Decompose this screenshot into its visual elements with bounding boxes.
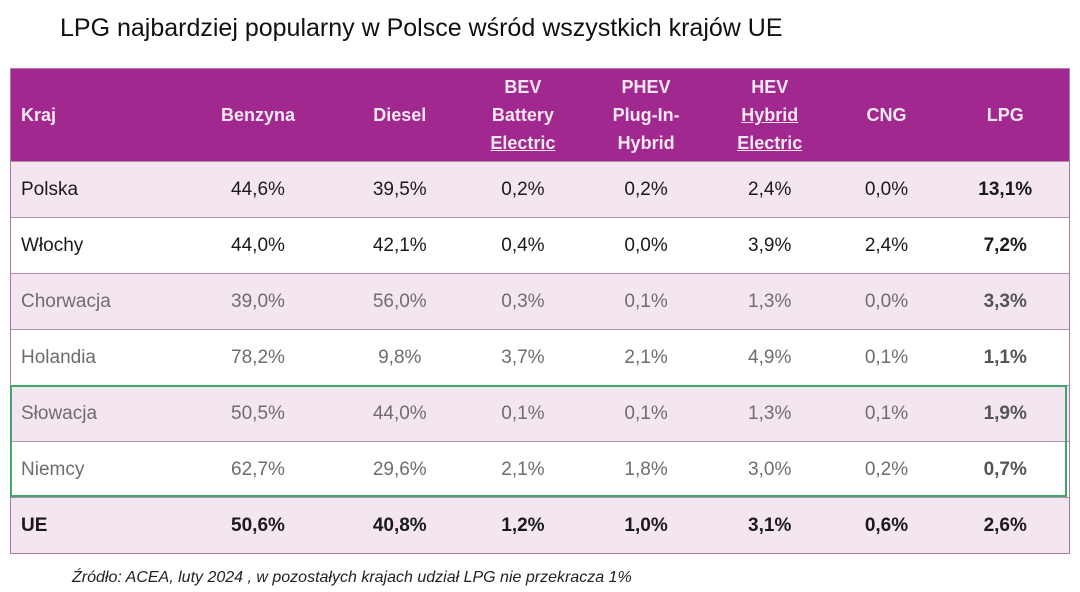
column-header: Benzyna: [178, 101, 338, 129]
column-header: Diesel: [338, 101, 462, 129]
value-cell: 3,0%: [748, 458, 792, 480]
country-cell: Słowacja: [21, 402, 98, 424]
table-row: UE 50,6% 40,8% 1,2% 1,0% 3,1% 0,6% 2,6%: [11, 497, 1069, 553]
country-cell: UE: [21, 514, 48, 536]
value-cell: 1,3%: [748, 402, 792, 424]
value-cell: 44,0%: [231, 234, 285, 256]
value-cell: 0,1%: [864, 346, 909, 368]
value-cell: 3,3%: [983, 290, 1027, 312]
column-header-line: Benzyna: [220, 105, 295, 125]
value-cell: 0,2%: [501, 178, 545, 200]
header-row: Kraj Benzyna Diesel BEV Battery Electric PHEV P…: [11, 69, 1069, 161]
value-cell: 0,1%: [624, 402, 668, 424]
source-note: Źródło: ACEA, luty 2024 , w pozostałych …: [72, 569, 632, 586]
value-cell: 13,1%: [978, 178, 1033, 200]
value-cell: 62,7%: [231, 458, 285, 480]
column-header-line: Hybrid: [617, 133, 675, 153]
value-cell: 2,1%: [624, 346, 668, 368]
value-cell: 50,5%: [231, 402, 285, 424]
table-row: Holandia 78,2% 9,8% 3,7% 2,1% 4,9% 0,1% 1,1%: [11, 329, 1069, 385]
column-header: LPG: [941, 101, 1069, 129]
column-header-line: Diesel: [373, 105, 427, 125]
value-cell: 1,3%: [748, 290, 792, 312]
column-header-line: Electric: [737, 133, 803, 153]
value-cell: 4,9%: [748, 346, 792, 368]
value-cell: 0,2%: [864, 458, 909, 480]
value-cell: 0,0%: [624, 234, 668, 256]
column-header: BEV Battery Electric: [462, 73, 585, 157]
value-cell: 0,1%: [501, 402, 545, 424]
value-cell: 0,7%: [983, 458, 1027, 480]
value-cell: 42,1%: [372, 234, 427, 256]
value-cell: 39,0%: [231, 290, 285, 312]
column-header-line: Electric: [490, 133, 556, 153]
column-header-line: Battery: [491, 105, 554, 125]
value-cell: 40,8%: [372, 514, 427, 536]
value-cell: 0,4%: [501, 234, 545, 256]
column-header-line: Kraj: [21, 105, 57, 125]
column-header-line: Plug-In-: [612, 105, 680, 125]
value-cell: 44,0%: [372, 402, 427, 424]
value-cell: 1,1%: [983, 346, 1027, 368]
table-row: Włochy 44,0% 42,1% 0,4% 0,0% 3,9% 2,4% 7,2%: [11, 217, 1069, 273]
value-cell: 0,6%: [864, 514, 909, 536]
country-cell: Włochy: [21, 234, 84, 256]
column-header-line: BEV: [504, 77, 542, 97]
value-cell: 0,2%: [624, 178, 668, 200]
table-row: Polska 44,6% 39,5% 0,2% 0,2% 2,4% 0,0% 13,1%: [11, 161, 1069, 217]
value-cell: 0,1%: [864, 402, 909, 424]
value-cell: 0,1%: [624, 290, 668, 312]
value-cell: 7,2%: [983, 234, 1027, 256]
value-cell: 1,2%: [501, 514, 545, 536]
table-row: Słowacja 50,5% 44,0% 0,1% 0,1% 1,3% 0,1% 1,9%: [11, 385, 1069, 441]
value-cell: 2,6%: [983, 514, 1027, 536]
column-header-line: LPG: [986, 105, 1024, 125]
value-cell: 1,9%: [983, 402, 1027, 424]
column-header-line: Hybrid: [741, 105, 799, 125]
value-cell: 1,0%: [624, 514, 668, 536]
value-cell: 39,5%: [372, 178, 427, 200]
data-table: Kraj Benzyna Diesel BEV Battery Electric PHEV P…: [10, 68, 1070, 554]
column-header-line: PHEV: [621, 77, 671, 97]
value-cell: 9,8%: [378, 346, 422, 368]
value-cell: 2,4%: [748, 178, 792, 200]
table-row: Chorwacja 39,0% 56,0% 0,3% 0,1% 1,3% 0,0% 3,3%: [11, 273, 1069, 329]
value-cell: 29,6%: [372, 458, 427, 480]
country-cell: Polska: [21, 178, 79, 200]
value-cell: 2,1%: [501, 458, 545, 480]
value-cell: 0,3%: [501, 290, 545, 312]
value-cell: 78,2%: [231, 346, 285, 368]
column-header-line: CNG: [866, 105, 907, 125]
value-cell: 1,8%: [624, 458, 668, 480]
value-cell: 56,0%: [372, 290, 427, 312]
column-header: Kraj: [11, 101, 178, 129]
value-cell: 0,0%: [864, 178, 909, 200]
column-header: HEV Hybrid Electric: [708, 73, 832, 157]
column-header: PHEV Plug-In- Hybrid: [584, 73, 708, 157]
country-cell: Niemcy: [21, 458, 85, 480]
value-cell: 2,4%: [864, 234, 909, 256]
column-header: CNG: [832, 101, 942, 129]
value-cell: 44,6%: [231, 178, 285, 200]
value-cell: 50,6%: [231, 514, 285, 536]
value-cell: 3,9%: [748, 234, 792, 256]
table-row: Niemcy 62,7% 29,6% 2,1% 1,8% 3,0% 0,2% 0,7%: [11, 441, 1069, 497]
value-cell: 3,1%: [748, 514, 792, 536]
value-cell: 0,0%: [864, 290, 909, 312]
value-cell: 3,7%: [501, 346, 545, 368]
page-title: LPG najbardziej popularny w Polsce wśród…: [60, 14, 783, 42]
country-cell: Chorwacja: [21, 290, 111, 312]
column-header-line: HEV: [751, 77, 789, 97]
country-cell: Holandia: [21, 346, 96, 368]
